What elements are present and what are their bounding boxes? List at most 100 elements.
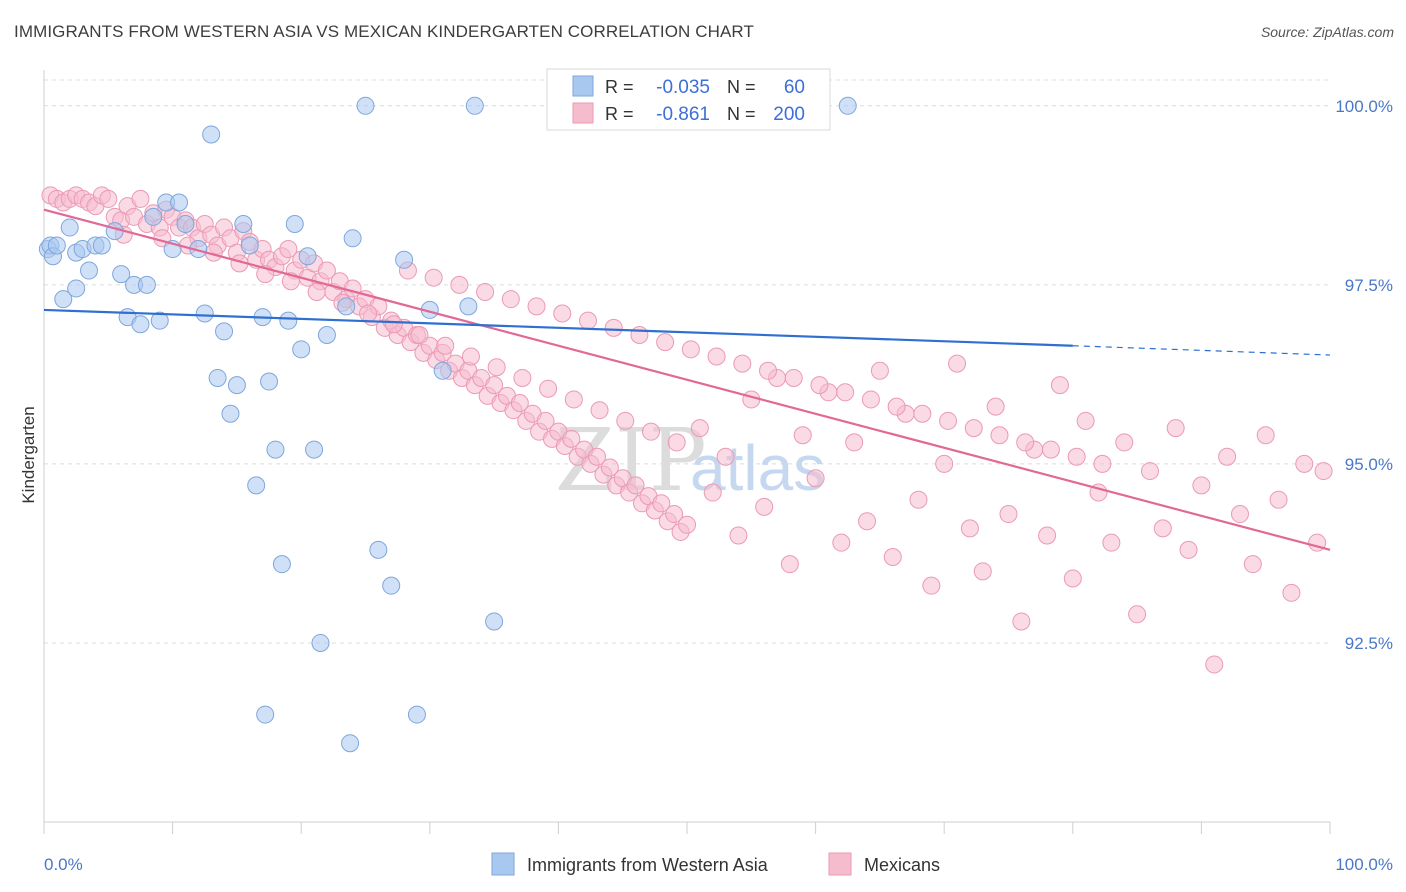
mexicans-point <box>410 325 429 344</box>
legend-n-value: 200 <box>773 104 805 125</box>
legend-n-label: N = <box>727 104 756 124</box>
mexicans-point <box>1050 376 1069 395</box>
mexicans-point <box>1038 526 1057 545</box>
mexicans-point <box>1115 433 1134 452</box>
mexicans-point <box>1012 612 1031 631</box>
mexicans-point <box>487 358 506 377</box>
western-asia-point <box>838 96 857 115</box>
mexicans-point <box>501 290 520 309</box>
mexicans-point <box>858 512 877 531</box>
y-tick-label: 92.5% <box>1345 634 1393 653</box>
western-asia-point <box>144 207 163 226</box>
legend-r-value: -0.035 <box>656 77 710 98</box>
mexicans-point <box>960 519 979 538</box>
mexicans-point <box>553 304 572 323</box>
legend-swatch-blue <box>491 852 515 876</box>
mexicans-point <box>1243 555 1262 574</box>
mexicans-point <box>1166 419 1185 438</box>
mexicans-point <box>359 304 378 323</box>
mexicans-point <box>990 426 1009 445</box>
western-asia-point <box>176 214 195 233</box>
mexicans-point <box>913 404 932 423</box>
mexicans-point <box>793 426 812 445</box>
western-asia-point <box>298 247 317 266</box>
mexicans-point <box>307 283 326 302</box>
mexicans-point <box>630 325 649 344</box>
legend-r-label: R = <box>605 77 634 97</box>
mexicans-point <box>279 240 298 259</box>
western-asia-point <box>317 325 336 344</box>
mexicans-point <box>681 340 700 359</box>
mexicans-point <box>1102 533 1121 552</box>
western-asia-point <box>272 555 291 574</box>
mexicans-point <box>1205 655 1224 674</box>
mexicans-point <box>1128 605 1147 624</box>
western-asia-point <box>215 322 234 341</box>
mexicans-point <box>641 422 660 441</box>
trend-lines <box>43 208 1331 551</box>
y-tick-label: 97.5% <box>1345 276 1393 295</box>
mexicans-point <box>703 483 722 502</box>
western-asia-point <box>131 315 150 334</box>
x-tick-label: 0.0% <box>44 855 83 874</box>
mexicans-point <box>784 368 803 387</box>
y-tick-label: 100.0% <box>1335 97 1393 116</box>
western-asia-point <box>369 540 388 559</box>
mexicans-point <box>1218 447 1237 466</box>
mexicans-point <box>986 397 1005 416</box>
western-asia-point <box>80 261 99 280</box>
western-asia-point <box>137 275 156 294</box>
western-asia-point <box>256 705 275 724</box>
western-asia-point <box>433 361 452 380</box>
mexicans-point <box>935 454 954 473</box>
western-asia-point <box>343 229 362 248</box>
y-tick-label: 95.0% <box>1345 455 1393 474</box>
western-asia-point <box>105 222 124 241</box>
western-asia-point <box>407 705 426 724</box>
mexicans-point <box>476 283 495 302</box>
western-asia-point <box>60 218 79 237</box>
western-asia-point <box>202 125 221 144</box>
correlation-legend: R = -0.035 N = 60 R = -0.861 N = 200 <box>546 68 831 131</box>
mexicans-point <box>513 368 532 387</box>
western-asia-point <box>459 297 478 316</box>
western-asia-point <box>170 193 189 212</box>
western-asia-point <box>150 311 169 330</box>
mexicans-point <box>690 419 709 438</box>
mexicans-point <box>1063 569 1082 588</box>
western-asia-point <box>47 236 66 255</box>
mexicans-point <box>1153 519 1172 538</box>
mexicans-point <box>667 433 686 452</box>
western-asia-point <box>112 265 131 284</box>
western-asia-point <box>260 372 279 391</box>
series-mexicans <box>41 186 1333 674</box>
mexicans-point <box>562 429 581 448</box>
western-asia-point <box>395 250 414 269</box>
mexicans-point <box>99 189 118 208</box>
mexicans-point <box>527 297 546 316</box>
mexicans-point <box>1269 490 1288 509</box>
grid-lines <box>44 79 1330 644</box>
mexicans-point <box>948 354 967 373</box>
mexicans-point <box>832 533 851 552</box>
mexicans-point <box>536 411 555 430</box>
legend-swatch-blue <box>572 75 594 97</box>
mexicans-point <box>656 333 675 352</box>
western-asia-point <box>266 440 285 459</box>
series-western-asia <box>38 96 857 753</box>
legend-swatch-pink <box>572 102 594 124</box>
mexicans-point <box>1314 462 1333 481</box>
western-asia-trend-extension <box>1072 345 1331 356</box>
mexicans-point <box>939 411 958 430</box>
mexicans-point <box>883 548 902 567</box>
western-asia-point <box>337 297 356 316</box>
mexicans-point <box>1295 454 1314 473</box>
western-asia-point <box>195 304 214 323</box>
legend-r-value: -0.861 <box>656 104 710 125</box>
mexicans-point <box>1140 462 1159 481</box>
y-axis-label: Kindergarten <box>19 406 38 503</box>
mexicans-point <box>729 526 748 545</box>
y-tick-labels: 92.5% 95.0% 97.5% 100.0% <box>1335 97 1393 653</box>
mexicans-point <box>678 515 696 534</box>
